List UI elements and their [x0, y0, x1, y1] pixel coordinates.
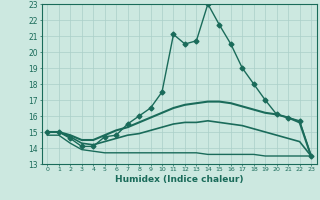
X-axis label: Humidex (Indice chaleur): Humidex (Indice chaleur) [115, 175, 244, 184]
